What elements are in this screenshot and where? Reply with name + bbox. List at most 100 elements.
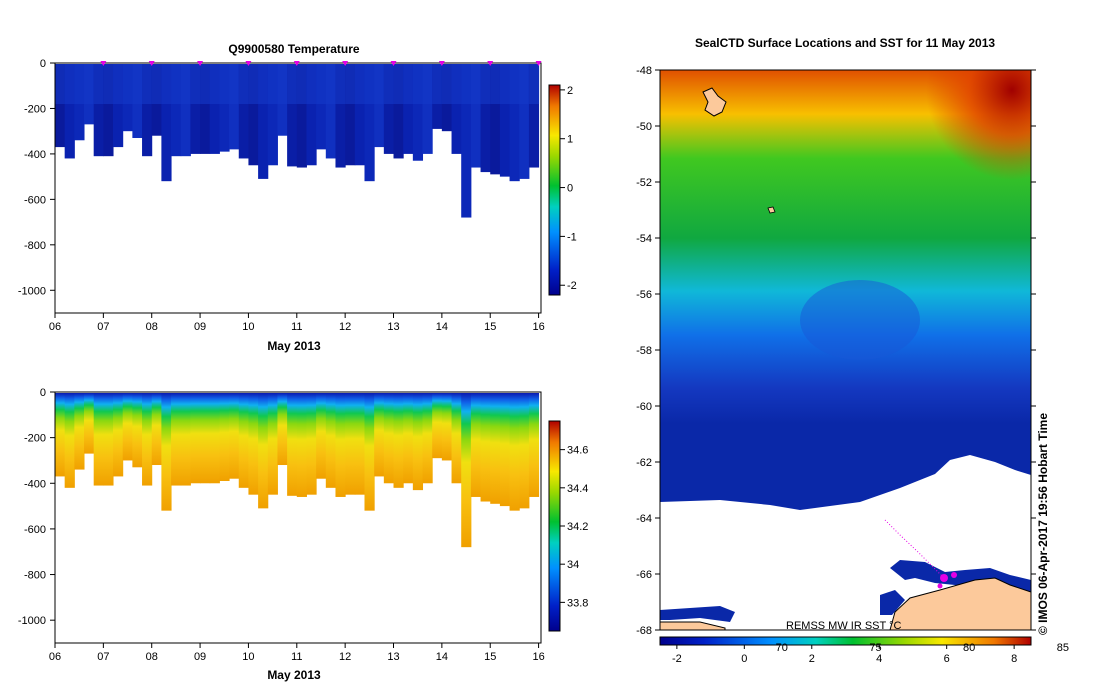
temperature-profile [190, 64, 201, 154]
surface-marker [197, 61, 204, 66]
temperature-profile-surface [180, 64, 191, 104]
temperature-profile-surface [84, 64, 95, 104]
salinity-profile [93, 393, 104, 486]
temperature-profile [480, 64, 491, 173]
temperature-profile [364, 64, 375, 182]
temperature-profile [316, 64, 327, 150]
temperature-profile [383, 64, 395, 154]
temperature-profile-surface [200, 64, 211, 104]
temperature-profile-surface [74, 64, 85, 104]
temperature-profile [296, 64, 307, 168]
sst-colorbar-ticks: -2024687075808590 [672, 642, 1069, 665]
salinity-profile [229, 393, 240, 479]
lat-tick-label: -58 [636, 345, 652, 357]
temperature-profile [248, 64, 259, 166]
temperature-surface-markers [100, 61, 542, 66]
salinity-profile [306, 393, 317, 495]
salinity-y-ticks: 0 -200 -400 -600 -800 -1000 [18, 387, 55, 627]
temperature-profile [55, 64, 66, 148]
temperature-profile-surface [480, 64, 491, 104]
sst-map-title: SealCTD Surface Locations and SST for 11… [695, 36, 995, 50]
x-tick-label: 13 [387, 321, 399, 333]
colorbar-tick-label: 34.2 [567, 521, 588, 533]
surface-marker [438, 61, 445, 66]
y-tick-label: 0 [40, 58, 46, 70]
y-tick-label: -800 [24, 570, 46, 582]
temperature-profile-surface [113, 64, 124, 104]
temperature-profile [161, 64, 172, 182]
colorbar-tick-label: -1 [567, 231, 577, 243]
temperature-profile-surface [451, 64, 462, 104]
colorbar-tick-label: 34 [567, 559, 579, 571]
sst-blue-eddy [800, 280, 920, 360]
salinity-profile [151, 393, 162, 466]
temperature-profile-surface [161, 64, 172, 104]
salinity-profile [161, 393, 172, 511]
lat-tick-label: -64 [636, 513, 652, 525]
temperature-profile-surface [64, 64, 75, 104]
x-tick-label: 15 [484, 651, 496, 663]
x-tick-label: 15 [484, 321, 496, 333]
salinity-profile [122, 393, 133, 461]
temperature-profile [403, 64, 414, 154]
temperature-profile [335, 64, 346, 168]
x-tick-label: 10 [242, 651, 254, 663]
lat-tick-label: -60 [636, 401, 652, 413]
x-tick-label: 10 [242, 321, 254, 333]
temperature-profile-surface [238, 64, 249, 104]
colorbar-tick-label: 0 [567, 183, 573, 195]
temperature-section-panel: Q9900580 Temperature 06 07 08 09 10 11 12 13 14 1… [18, 42, 577, 353]
temperature-profile-surface [335, 64, 346, 104]
temperature-profile [354, 64, 365, 166]
temperature-profile [200, 64, 211, 154]
y-tick-label: -1000 [18, 615, 46, 627]
temperature-profile-surface [441, 64, 453, 104]
temperature-profile [267, 64, 278, 166]
temperature-profile-surface [422, 64, 433, 104]
temperature-profile [287, 64, 298, 167]
salinity-profile [461, 393, 472, 548]
temperature-profile-surface [209, 64, 220, 104]
surface-marker [342, 61, 349, 66]
temperature-profile [171, 64, 182, 157]
x-tick-label: 07 [97, 321, 109, 333]
y-tick-label: -800 [24, 240, 46, 252]
temperature-profile-surface [316, 64, 327, 104]
salinity-profile [209, 393, 220, 484]
salinity-profile [403, 393, 414, 484]
antarctic-coast-blue-3 [660, 606, 735, 622]
salinity-colorbar-ticks: 34.6 34.4 34.2 34 33.8 [560, 445, 588, 609]
salinity-x-ticks: 06 07 08 09 10 11 12 13 14 15 16 [49, 643, 545, 663]
sst-celsius-label: 2 [809, 653, 815, 665]
x-tick-label: 08 [146, 651, 158, 663]
salinity-profile [84, 393, 95, 454]
temperature-profile [509, 64, 520, 182]
imos-credit: © IMOS 06-Apr-2017 19:56 Hobart Time [1036, 413, 1050, 635]
temperature-profile [470, 64, 482, 168]
salinity-profile [200, 393, 211, 484]
salinity-profile [509, 393, 520, 511]
salinity-profile [422, 393, 433, 484]
temperature-profile [490, 64, 501, 175]
surface-marker [487, 61, 494, 66]
temperature-profile-surface [267, 64, 278, 104]
salinity-profile [248, 393, 259, 495]
surface-marker [390, 61, 397, 66]
temperature-profile-surface [345, 64, 356, 104]
lat-tick-label: -56 [636, 289, 652, 301]
surface-marker [245, 61, 252, 66]
surface-marker [293, 61, 300, 66]
y-tick-label: -200 [24, 103, 46, 115]
salinity-profile [519, 393, 530, 509]
seal-track [884, 519, 945, 579]
salinity-section-panel: 06 07 08 09 10 11 12 13 14 15 16 0 -200 -400 -600 -800… [18, 387, 589, 682]
colorbar-tick-label: 2 [567, 85, 573, 97]
sst-celsius-label: 0 [741, 653, 747, 665]
seal-location-3 [937, 583, 943, 589]
temperature-profile [238, 64, 249, 159]
temperature-x-ticks: 06 07 08 09 10 11 12 13 14 15 16 [49, 313, 545, 333]
sst-celsius-label: -2 [672, 653, 682, 665]
temperature-colorbar-ticks: 2 1 0 -1 -2 [560, 85, 577, 292]
temperature-profile [519, 64, 530, 179]
surface-marker [148, 61, 155, 66]
